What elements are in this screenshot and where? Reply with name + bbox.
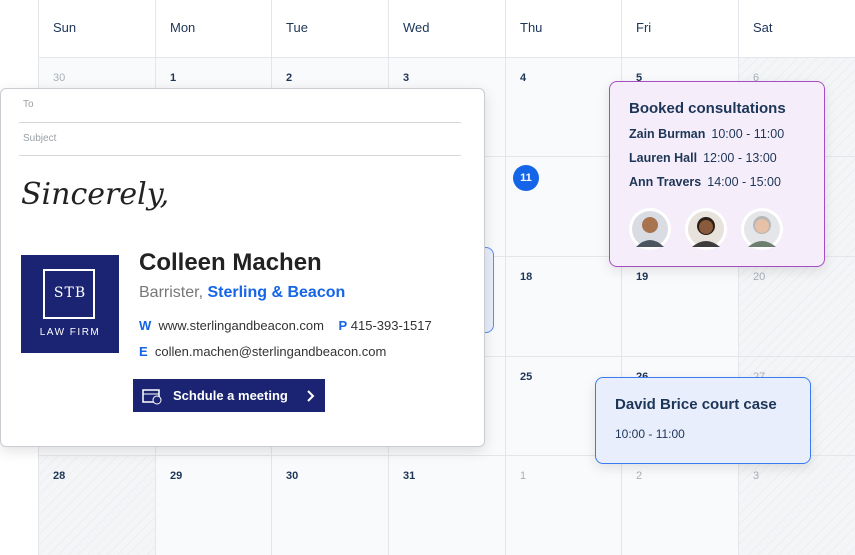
booking-name: Zain Burman (629, 127, 706, 141)
meeting-button[interactable]: Schdule a meeting (133, 379, 325, 412)
phone: 415-393-1517 (350, 318, 432, 333)
firm: Sterling & Beacon (207, 284, 346, 301)
logo-frame (43, 269, 95, 319)
date: 6 (753, 72, 760, 84)
calendar-icon (142, 389, 162, 405)
date: 1 (520, 470, 527, 482)
day-cell: 4 (505, 58, 621, 157)
logo-text: LAW FIRM (39, 327, 101, 338)
day-cell: 2 (621, 456, 738, 555)
subject-label: Subject (23, 133, 57, 144)
weekday: Tue (286, 20, 308, 35)
booked-list: Zain Burman 10:00 - 11:00 Lauren Hall 12:00… (629, 127, 824, 189)
booking-time: 10:00 - 11:00 (711, 127, 785, 141)
date: 5 (636, 72, 643, 84)
day-cell: 18 (505, 257, 621, 357)
avatars (629, 208, 783, 250)
day-cell: 20 (738, 257, 855, 357)
booking-name: Lauren Hall (629, 151, 698, 165)
day-cell: 19 (621, 257, 738, 357)
date: 4 (520, 72, 527, 84)
subject-field[interactable]: Subject (19, 122, 461, 156)
contact-line: W www.sterlingandbeacon.com P 415-393-15… (139, 318, 432, 333)
day-cell: 11 (505, 157, 621, 257)
weekday-header: Sat (738, 0, 855, 58)
booking-time: 14:00 - 15:00 (707, 175, 781, 189)
weekday-header: Thu (505, 0, 621, 58)
booked-title: Booked consultations (629, 100, 786, 117)
date: 29 (170, 470, 183, 482)
date: 28 (53, 470, 66, 482)
date: 2 (636, 470, 643, 482)
web[interactable]: www.sterlingandbeacon.com (158, 318, 324, 333)
weekday: Fri (636, 20, 652, 35)
date: 31 (403, 470, 416, 482)
weekday: Wed (403, 20, 430, 35)
date: 18 (520, 271, 533, 283)
day-cell: 3 (738, 456, 855, 555)
day-cell: 1 (505, 456, 621, 555)
booking-time: 12:00 - 13:00 (703, 151, 777, 165)
today-date: 11 (513, 165, 539, 191)
to-label: To (23, 99, 34, 110)
date: 30 (53, 72, 66, 84)
weekday-header: Wed (388, 0, 505, 58)
date: 3 (403, 72, 410, 84)
date: 3 (753, 470, 760, 482)
weekday: Sun (53, 20, 77, 35)
role: Barrister, (139, 284, 204, 301)
email-label: E (139, 344, 148, 359)
date: 25 (520, 371, 533, 383)
email-address[interactable]: collen.machen@sterlingandbeacon.com (154, 344, 387, 359)
email-compose: To Subject Sincerely, STB LAW FIRM Colle… (0, 88, 485, 447)
day-cell: 31 (388, 456, 505, 555)
day-cell: 28 (38, 456, 155, 555)
event-card: David Brice court case 10:00 - 11:00 (595, 377, 811, 464)
closing: Sincerely, (21, 177, 170, 212)
date: 19 (636, 271, 649, 283)
to-field[interactable]: To (19, 89, 461, 123)
weekday-header: Fri (621, 0, 738, 58)
weekday-header: Sun (38, 0, 155, 58)
weekday: Thu (520, 20, 543, 35)
event-title: David Brice court case (615, 396, 777, 413)
weekday-header: Tue (271, 0, 388, 58)
weekday-header: Mon (155, 0, 271, 58)
web-label: W (139, 318, 152, 333)
date: 1 (170, 72, 177, 84)
day-cell: 29 (155, 456, 271, 555)
weekday: Mon (170, 20, 196, 35)
booking: Ann Travers 14:00 - 15:00 (629, 175, 824, 189)
phone-label: P (338, 318, 348, 333)
day-cell: 30 (271, 456, 388, 555)
signer-name: Colleen Machen (139, 249, 322, 276)
weekday: Sat (753, 20, 773, 35)
button-label: Schdule a meeting (173, 388, 288, 403)
event-time: 10:00 - 11:00 (615, 427, 685, 441)
booked-card: Booked consultations Zain Burman 10:00 - … (609, 81, 825, 267)
booking-name: Ann Travers (629, 175, 702, 189)
booking: Zain Burman 10:00 - 11:00 (629, 127, 824, 141)
signer-title: Barrister, Sterling & Beacon (139, 284, 345, 302)
date: 30 (286, 470, 299, 482)
date: 2 (286, 72, 293, 84)
logo-monogram: STB (53, 285, 87, 301)
email-line: E collen.machen@sterlingandbeacon.com (139, 344, 386, 359)
logo: STB LAW FIRM (21, 255, 119, 353)
chevron (307, 390, 315, 402)
booking: Lauren Hall 12:00 - 13:00 (629, 151, 824, 165)
date: 20 (753, 271, 766, 283)
